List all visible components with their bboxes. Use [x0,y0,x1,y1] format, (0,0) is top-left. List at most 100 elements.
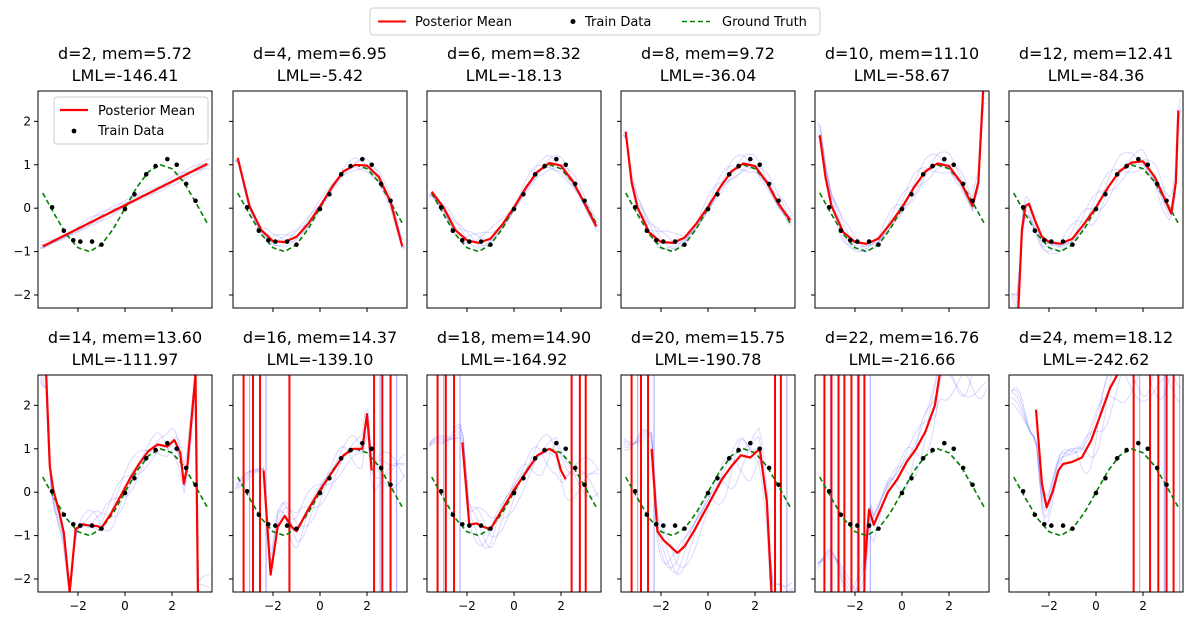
posterior-sample [1011,375,1181,524]
train-point [338,456,344,461]
train-point [653,521,659,527]
train-point [960,465,966,471]
train-point [478,239,484,244]
train-point [265,237,271,243]
posterior-sample [429,435,600,519]
y-tick-label: 2 [23,114,31,128]
train-point [970,198,975,204]
train-point [61,512,67,518]
train-point [532,456,538,461]
train-point [1124,163,1129,169]
train-point [1060,239,1066,244]
panel-title-line2: LML=-216.66 [849,350,956,369]
panel-plot-area [429,154,599,253]
train-point [644,512,650,518]
train-point [748,156,753,162]
posterior-mean-line [1034,375,1119,509]
panel-legend-mean-label: Posterior Mean [98,104,195,119]
y-tick-label: 1 [23,442,31,456]
posterior-sample [817,102,987,247]
train-point [876,242,881,247]
train-point [542,447,547,453]
train-point [847,237,853,243]
posterior-sample [817,375,987,592]
panel-plot-area [39,375,210,592]
train-point [360,156,365,162]
train-point [450,512,456,518]
panel-title-line1: d=8, mem=9.72 [641,44,775,63]
posterior-sample [817,375,988,592]
train-point [1154,465,1160,471]
train-point [478,523,484,528]
train-point [317,490,323,496]
train-point [1114,172,1120,177]
posterior-mean-line [624,131,792,244]
panel-plot-area [817,91,987,253]
train-point [554,440,559,446]
train-point [132,191,137,197]
train-point [174,446,180,452]
posterior-sample [40,159,210,249]
train-point [866,239,872,244]
posterior-mean-line [863,375,941,571]
posterior-sample [429,433,599,538]
train-point [653,237,659,243]
panel-plot-area [40,156,210,253]
panel-10: d=22, mem=16.76 LML=-216.66 −2 0 2 [811,328,990,613]
train-point [826,489,832,494]
train-point [174,162,180,168]
y-tick-label: −1 [13,529,31,543]
train-point [838,228,844,234]
panel-4: d=10, mem=11.10 LML=-58.67 [811,44,990,312]
train-point [193,198,198,204]
train-point [766,465,772,471]
train-point [748,440,753,446]
posterior-mean-line [818,91,985,245]
train-point [153,163,158,169]
panel-title-line2: LML=-5.42 [277,66,363,85]
x-tick-label: −2 [69,599,87,613]
train-point [256,228,262,234]
train-point [572,465,578,471]
train-point [369,446,375,452]
train-point [909,191,914,197]
train-point [705,206,711,212]
panel-title-line2: LML=-190.78 [655,350,762,369]
train-point [672,523,678,528]
train-point [1041,237,1047,243]
train-point [632,489,638,494]
train-point [930,163,935,169]
posterior-sample [1011,98,1182,300]
train-point [715,475,720,481]
panel-title-line2: LML=-84.36 [1048,66,1145,85]
posterior-sample [623,431,793,592]
train-point [1070,526,1075,531]
x-tick-label: 0 [898,599,906,613]
train-point [488,242,493,247]
train-point [920,172,926,177]
train-point [369,162,375,168]
x-tick-label: −2 [458,599,476,613]
ground-truth-line [1013,163,1179,253]
panel-5: d=12, mem=12.41 LML=-84.36 [1005,44,1184,312]
train-point [532,172,538,177]
train-point [294,242,299,247]
posterior-sample [235,429,405,565]
train-point [284,523,290,528]
train-point [360,440,365,446]
train-point [143,172,149,177]
panel-title-line1: d=12, mem=12.41 [1019,44,1173,63]
train-point [488,526,493,531]
ground-truth-line [431,447,597,537]
posterior-mean-line [236,157,404,247]
panel-title-line2: LML=-111.97 [72,350,179,369]
train-point [438,489,444,494]
train-point [1103,475,1108,481]
train-point [183,181,189,187]
train-point [682,526,687,531]
train-point [855,239,860,244]
panel-2: d=6, mem=8.32 LML=-18.13 [423,44,602,312]
train-point [970,482,975,488]
panel-plot-area [235,156,405,253]
